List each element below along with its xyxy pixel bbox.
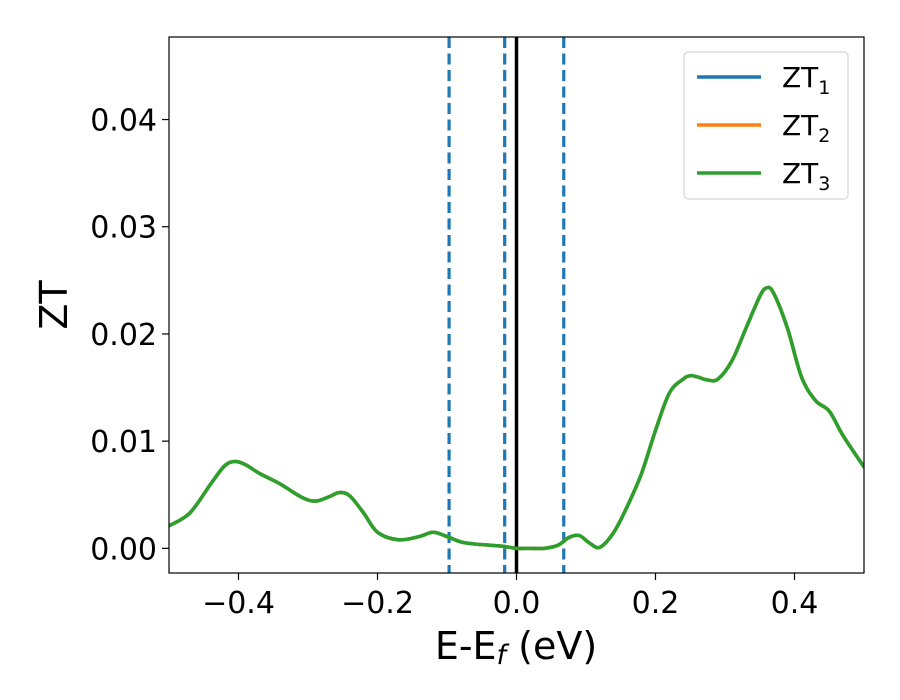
x-axis-label-unit: (eV) (506, 624, 597, 668)
y-tick-label: 0.00 (90, 532, 157, 567)
vertical-reference-lines (447, 37, 566, 573)
y-tick-label: 0.02 (90, 318, 157, 353)
y-axis-ticks: 0.00 0.01 0.02 0.03 0.04 (90, 104, 169, 567)
legend: ZT1 ZT2 ZT3 (683, 51, 849, 200)
y-tick-label: 0.04 (90, 104, 157, 139)
legend-label-zt2: ZT2 (782, 109, 830, 147)
x-tick-label: 0.2 (632, 586, 680, 621)
x-tick-label: −0.2 (341, 586, 414, 621)
x-axis-label: E-Ef (eV) (435, 624, 597, 671)
x-tick-label: 0.0 (493, 586, 541, 621)
legend-box (683, 51, 849, 200)
x-axis-ticks: −0.4 −0.2 0.0 0.2 0.4 (202, 573, 818, 621)
y-tick-label: 0.03 (90, 211, 157, 246)
x-tick-label: −0.4 (202, 586, 275, 621)
legend-label-zt1: ZT1 (782, 61, 830, 99)
series-line-zt3 (169, 285, 864, 551)
x-tick-label: 0.4 (771, 586, 819, 621)
y-tick-label: 0.01 (90, 425, 157, 460)
x-axis-label-main: E-E (435, 624, 497, 668)
series-layer (169, 285, 864, 551)
legend-label-zt3: ZT3 (782, 157, 830, 195)
y-axis-label: ZT (32, 280, 76, 330)
